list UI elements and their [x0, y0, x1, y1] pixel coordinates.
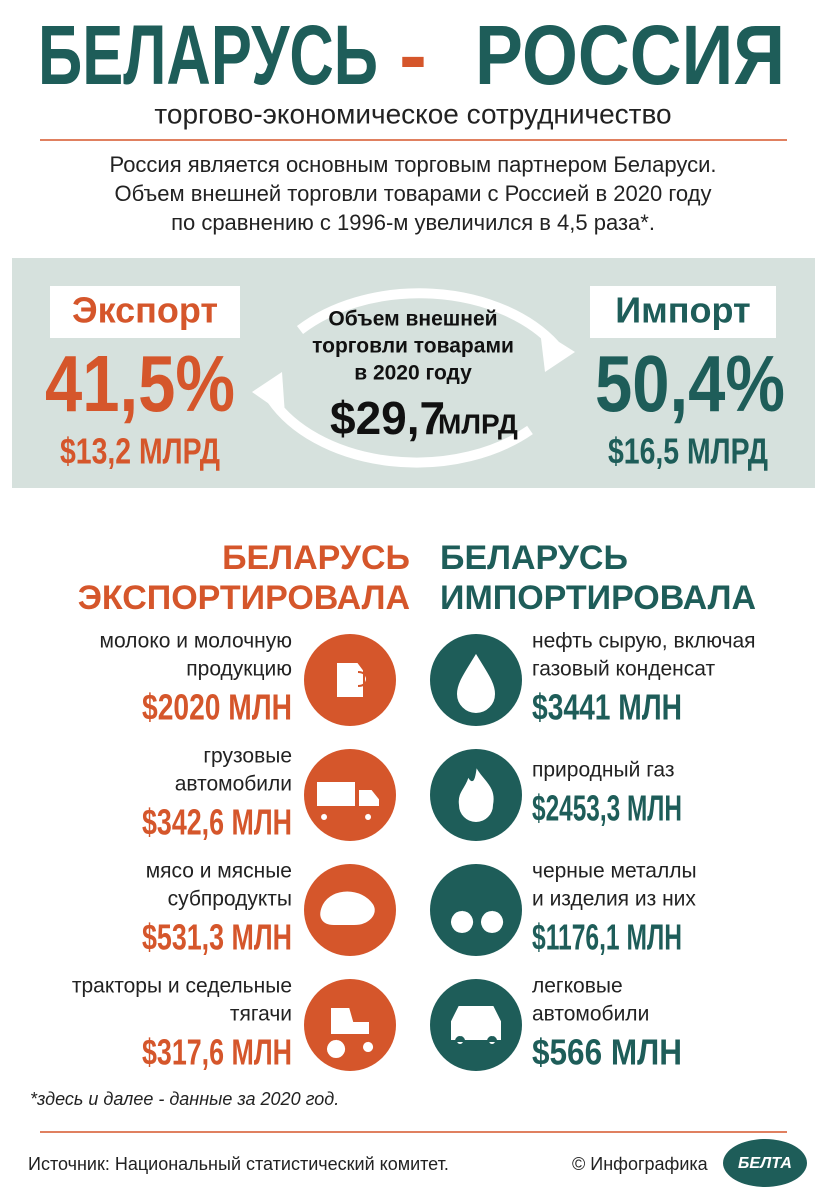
logo-text: БЕЛТА	[738, 1155, 792, 1172]
export-label: Экспорт	[72, 290, 218, 331]
export-heading: БЕЛАРУСЬ	[222, 539, 410, 577]
import-label-box	[590, 286, 776, 338]
item-label: природный газ	[532, 759, 674, 782]
item-value: $2020 МЛН	[142, 687, 292, 728]
item-value: $531,3 МЛН	[142, 917, 292, 958]
item-label: и изделия из них	[532, 888, 696, 911]
item-value: $566 МЛН	[532, 1032, 682, 1073]
item-label: легковые	[532, 975, 623, 998]
item-value: $3441 МЛН	[532, 687, 682, 728]
credit: © Инфографика	[572, 1154, 709, 1174]
logo	[723, 1139, 807, 1187]
export-heading: ЭКСПОРТИРОВАЛА	[78, 579, 410, 617]
arrow-head	[540, 330, 575, 372]
icon	[449, 909, 506, 935]
item-label: черные металлы	[532, 860, 697, 883]
item-label: тягачи	[230, 1003, 292, 1026]
intro-line: по сравнению с 1996-м увеличился в 4,5 р…	[171, 210, 655, 235]
import-heading: БЕЛАРУСЬ	[440, 539, 628, 577]
icon	[325, 1006, 376, 1060]
total-line: в 2020 году	[354, 362, 472, 385]
import-amount: $16,5 МЛРД	[608, 431, 768, 472]
item-value: $2453,3 МЛН	[532, 788, 682, 829]
export-label-box	[50, 286, 240, 338]
item-label: субпродукты	[168, 888, 292, 911]
total-line: Объем внешней	[328, 308, 497, 331]
intro-line: Россия является основным торговым партне…	[109, 152, 716, 177]
item-label: нефть сырую, включая	[532, 630, 756, 653]
import-label: Импорт	[615, 290, 750, 331]
item-label: автомобили	[175, 773, 292, 796]
total-line: торговли товарами	[312, 335, 514, 358]
item-value: $1176,1 МЛН	[532, 917, 682, 958]
footnote: *здесь и далее - данные за 2020 год.	[30, 1089, 339, 1109]
total-unit: МЛРД	[438, 408, 518, 439]
title-dash: -	[399, 8, 427, 102]
item-value: $317,6 МЛН	[142, 1032, 292, 1073]
subtitle: торгово-экономическое сотрудничество	[154, 98, 671, 129]
item-label: автомобили	[532, 1003, 649, 1026]
icon-circle	[430, 864, 522, 956]
item-label: газовый конденсат	[532, 658, 715, 681]
import-share: 50,4%	[595, 339, 785, 428]
intro-line: Объем внешней торговли товарами с Россие…	[115, 181, 712, 206]
icon	[449, 1004, 503, 1046]
icon	[335, 661, 368, 699]
item-label: грузовые	[203, 745, 292, 768]
title-left: БЕЛАРУСЬ	[38, 8, 378, 102]
import-heading: ИМПОРТИРОВАЛА	[440, 579, 756, 617]
item-label: молоко и молочную	[100, 630, 292, 653]
arrow-head	[252, 372, 285, 415]
item-value: $342,6 МЛН	[142, 802, 292, 843]
cycle-arrows	[267, 288, 559, 468]
icon	[454, 650, 498, 715]
export-amount: $13,2 МЛРД	[60, 431, 220, 472]
source: Источник: Национальный статистический ко…	[28, 1154, 449, 1174]
item-label: мясо и мясные	[146, 860, 292, 883]
icon	[456, 761, 496, 824]
total-amount: $29,7	[330, 392, 445, 444]
title-right: РОССИЯ	[475, 8, 785, 102]
icon	[315, 780, 381, 822]
export-share: 41,5%	[45, 339, 235, 428]
icon	[318, 889, 377, 927]
item-label: продукцию	[186, 658, 292, 681]
item-label: тракторы и седельные	[72, 975, 292, 998]
